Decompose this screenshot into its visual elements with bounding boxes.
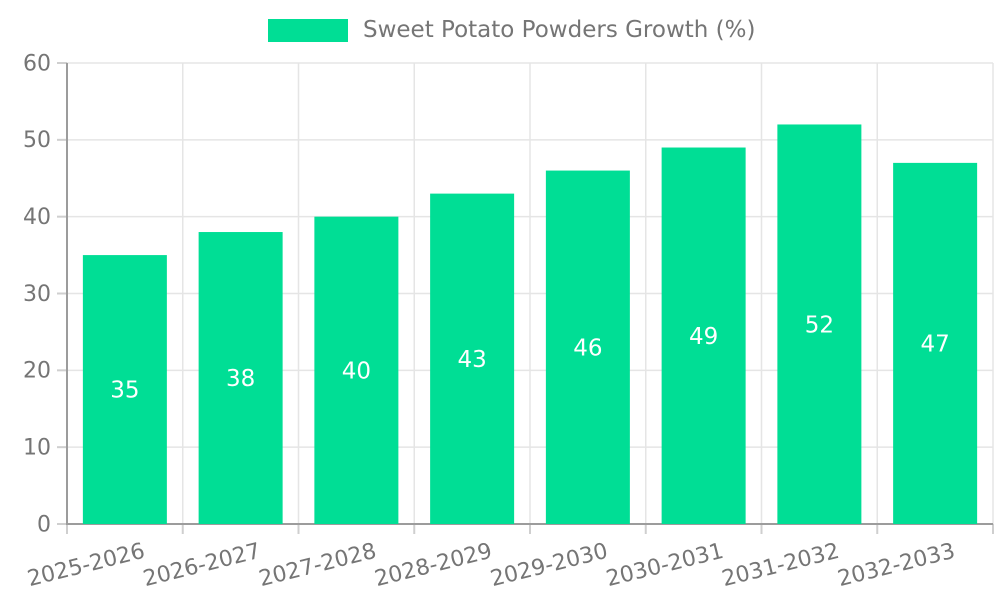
x-axis-tick-label: 2030-2031: [604, 539, 726, 592]
legend-item[interactable]: Sweet Potato Powders Growth (%): [268, 17, 755, 43]
bar-value-label: 43: [457, 347, 486, 373]
bar-2029-2030: [545, 170, 630, 525]
bar-2026-2027: [198, 232, 283, 525]
bar-value-label: 38: [226, 366, 255, 392]
y-axis-tick-label: 0: [37, 512, 51, 537]
bar-value-label: 49: [689, 324, 718, 350]
bar-2031-2032: [777, 124, 862, 524]
x-axis-tick-label: 2032-2033: [835, 539, 957, 592]
bar-value-label: 40: [342, 358, 371, 384]
bar-2032-2033: [893, 162, 978, 524]
y-axis-tick-label: 20: [23, 359, 51, 384]
y-axis-tick-label: 40: [23, 205, 51, 230]
x-axis-tick-label: 2028-2029: [372, 539, 494, 592]
bar-2027-2028: [314, 216, 399, 524]
legend-label: Sweet Potato Powders Growth (%): [363, 17, 756, 43]
y-axis-tick-label: 30: [23, 282, 51, 307]
bar-2025-2026: [82, 255, 167, 525]
y-axis-tick-label: 60: [23, 51, 51, 76]
legend: Sweet Potato Powders Growth (%): [268, 17, 755, 43]
bar-2028-2029: [430, 193, 515, 524]
x-axis-tick-label: 2031-2032: [719, 539, 841, 592]
bar-2030-2031: [661, 147, 746, 524]
x-axis-tick-label: 2025-2026: [25, 539, 147, 592]
x-axis-tick-label: 2027-2028: [256, 539, 378, 592]
bar-value-label: 35: [110, 378, 139, 404]
legend-swatch: [268, 18, 348, 42]
x-axis-tick-label: 2026-2027: [141, 539, 263, 592]
bar-value-label: 47: [920, 331, 949, 357]
y-axis-tick-label: 10: [23, 435, 51, 460]
bar-value-label: 46: [573, 335, 602, 361]
bar-value-label: 52: [805, 312, 834, 338]
y-axis-tick-label: 50: [23, 128, 51, 153]
x-axis-tick-label: 2029-2030: [488, 539, 610, 592]
